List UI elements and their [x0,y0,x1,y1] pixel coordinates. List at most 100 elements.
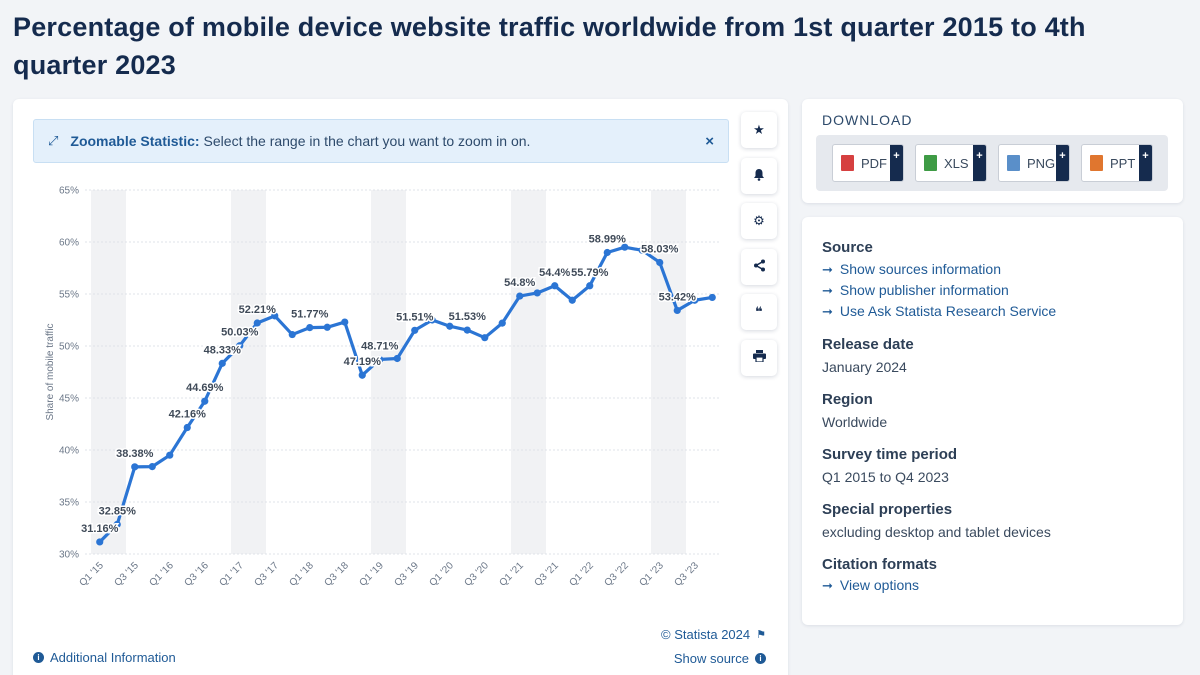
view-options-link[interactable]: ➞ View options [822,575,937,596]
data-point [463,326,471,334]
settings-button[interactable]: ⚙ [741,203,777,239]
x-tick-label: Q3 '19 [392,560,421,589]
data-point [691,296,699,304]
copyright-text: © Statista 2024 [661,627,751,642]
x-tick-label: Q1 '18 [287,560,316,589]
show-sources-label: Show sources information [839,261,1001,277]
x-tick-label: Q1 '22 [567,560,596,589]
data-label: 48.33% [204,344,242,356]
download-pdf-label: PDF [861,155,887,171]
download-tray: PDF + XLS + PNG + PPT + [816,135,1168,191]
share-icon [753,259,766,275]
data-point [341,318,349,326]
download-xls-button[interactable]: XLS + [915,144,987,182]
plus-icon: + [1056,145,1069,181]
survey-period-value: Q1 2015 to Q4 2023 [822,469,949,485]
data-point [481,334,489,342]
x-tick-label: Q3 '20 [462,560,491,589]
ask-statista-label: Use Ask Statista Research Service [839,303,1057,319]
favorite-button[interactable]: ★ [741,112,777,148]
plus-icon: + [973,145,986,181]
x-tick-label: Q1 '16 [147,560,176,589]
pdf-file-icon [841,155,854,171]
data-point [253,319,261,327]
data-point [148,463,156,471]
data-label: 50.03% [221,327,259,339]
statista-copyright: © Statista 2024 ⚑ [661,627,766,642]
data-point [376,355,384,364]
download-pdf-button[interactable]: PDF + [832,144,904,182]
data-point [323,323,331,331]
x-tick-label: Q3 '17 [252,560,281,589]
data-point [306,323,314,332]
special-properties-value: excluding desktop and tablet devices [822,524,1051,540]
arrow-right-icon: ➞ [822,578,833,593]
data-label: 48.71% [361,340,399,352]
data-point [586,282,594,290]
data-label: 42.16% [169,409,207,421]
data-point [446,322,454,330]
data-point [236,342,244,350]
data-label: 31.16% [81,523,119,535]
x-tick-label: Q1 '17 [217,560,246,589]
y-tick-label: 40% [59,446,79,457]
print-button[interactable] [741,339,777,376]
download-xls-label: XLS [944,155,969,171]
survey-period-section: Survey time period Q1 2015 to Q4 2023 [822,446,957,485]
show-source-link[interactable]: Show source i [674,651,766,666]
release-date-heading: Release date [822,336,914,353]
data-label: 55.79% [571,267,609,279]
data-point [568,296,576,304]
zoom-banner-title: Zoomable Statistic: [70,133,200,149]
x-tick-label: Q1 '21 [497,560,526,589]
data-point [271,312,279,320]
data-point [113,520,121,528]
data-point [358,371,366,379]
citation-heading: Citation formats [822,556,938,573]
chart-card: ⤢ Zoomable Statistic: Select the range i… [13,99,788,675]
png-file-icon [1007,155,1020,171]
release-date-value: January 2024 [822,359,907,375]
source-heading: Source [822,239,873,256]
x-tick-label: Q1 '15 [77,560,106,589]
ask-statista-link[interactable]: ➞ Use Ask Statista Research Service [822,301,1056,322]
download-png-button[interactable]: PNG + [998,144,1070,182]
additional-information-link[interactable]: i Additional Information [33,650,176,665]
data-point [428,316,436,324]
y-tick-label: 50% [59,342,79,353]
data-label: 38.38% [116,448,154,460]
data-point [498,319,506,327]
year-band [91,190,126,554]
zoom-banner: ⤢ Zoomable Statistic: Select the range i… [33,119,729,163]
line-chart[interactable]: 30% 35% 40% 45% 50% 55% 60% 65% Share of mobile … [13,174,733,614]
data-label: 54.8% [504,277,535,289]
share-button[interactable] [741,248,777,285]
data-point [621,243,629,251]
x-tick-label: Q3 '16 [182,560,211,589]
y-tick-label: 65% [59,186,79,197]
x-tick-label: Q1 '23 [637,560,666,589]
download-png-label: PNG [1027,155,1056,171]
notification-button[interactable] [741,157,777,194]
close-icon[interactable]: × [705,132,714,150]
download-ppt-button[interactable]: PPT + [1081,144,1153,182]
data-label: 51.77% [291,309,329,321]
show-publisher-link[interactable]: ➞ Show publisher information [822,280,1056,301]
plus-icon: + [890,145,903,181]
show-sources-link[interactable]: ➞ Show sources information [822,259,1056,280]
y-axis-title: Share of mobile traffic [45,323,56,420]
data-point [166,451,174,459]
y-tick-label: 60% [59,238,79,249]
data-point [183,423,191,432]
xls-file-icon [924,155,937,171]
data-point [656,258,664,267]
data-point [131,463,139,471]
view-options-label: View options [839,577,920,593]
cite-button[interactable]: ❝ [741,294,777,330]
survey-period-heading: Survey time period [822,446,958,463]
y-tick-label: 35% [59,498,79,509]
x-tick-label: Q3 '18 [322,560,351,589]
data-label: 54.4% [539,267,570,279]
region-value: Worldwide [822,414,888,430]
data-label: 58.03% [641,243,679,255]
